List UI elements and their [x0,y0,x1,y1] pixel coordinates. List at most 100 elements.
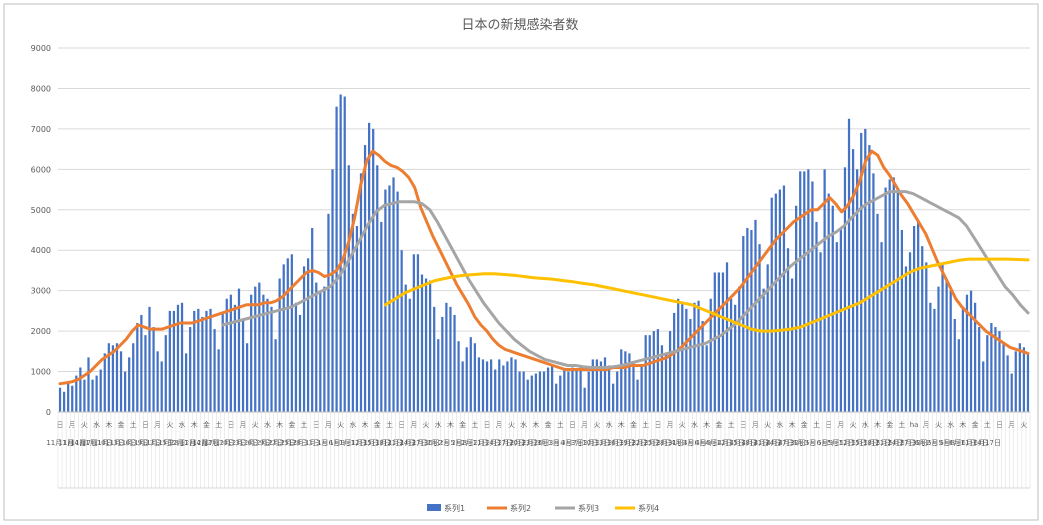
bar [250,294,253,412]
x-weekday-label: 金 [886,420,893,429]
bar [648,335,651,412]
bar [697,300,700,412]
bar [929,302,932,412]
x-weekday-label: 木 [618,420,625,429]
x-weekday-label: 火 [252,421,259,429]
x-weekday-label: 土 [984,420,991,429]
bar [860,132,863,412]
x-weekday-label: 火 [764,421,771,429]
x-weekday-label: 火 [679,421,686,429]
y-tick-label: 1000 [31,368,51,377]
x-weekday-label: 水 [606,420,613,429]
bar [803,171,806,412]
bar [819,252,822,412]
x-date-label: 11月4日 [59,439,86,447]
x-weekday-label: 火 [1020,421,1027,429]
bar [746,227,749,412]
bar [721,272,725,412]
y-tick-label: 3000 [31,287,51,296]
x-date-label: 2月23日 [510,439,537,447]
bar [481,359,485,412]
bar [636,379,639,412]
gridlines [58,47,1030,373]
x-weekday-label: 日 [142,421,149,429]
x-weekday-label: 火 [935,421,942,429]
x-weekday-label: 土 [557,420,564,429]
x-date-label: 12月1日 [168,439,195,447]
x-date-label: 12月7日 [193,439,220,447]
bar [323,286,326,412]
bar [502,365,505,412]
bar [815,221,818,412]
x-weekday-label: 金 [374,420,381,429]
bar [701,321,704,412]
x-weekday-label: 土 [130,420,137,429]
bar [880,242,883,412]
y-tick-label: 4000 [31,246,51,255]
bar [144,335,147,412]
x-date-label: 3月22日 [620,439,647,447]
x-date-label: 4月18日 [730,439,757,447]
bar [359,173,363,412]
x-date-label: 12月16日 [227,439,259,447]
bar [843,167,847,412]
bar [807,169,810,412]
bar [587,371,590,412]
bar [961,306,965,412]
bar [681,302,684,412]
x-date-label: 3月25日 [632,439,659,447]
x-date-label: 1月3日 [305,439,328,447]
x-date-label: 5月27日 [888,439,915,447]
x-date-label: 4月9日 [695,439,718,447]
x-date-label: 12月31日 [288,439,320,447]
bar [437,339,440,412]
bar [107,343,110,412]
x-date-label: 11月7日 [71,439,98,447]
legend-label-3: 系列3 [578,503,599,513]
x-weekday-label: 日 [825,421,832,429]
bar [1006,355,1009,412]
x-date-label: 4月6日 [683,439,706,447]
bar [567,371,570,412]
bar [738,286,741,412]
bar [245,343,249,412]
bar [197,308,200,412]
bar [282,264,285,412]
bar [441,316,444,412]
x-date-label: 11月16日 [105,439,137,447]
x-weekday-label: 水 [776,420,783,429]
bar [433,306,436,412]
x-weekday-label: 土 [386,420,393,429]
bar [368,122,371,413]
bar [725,262,729,412]
x-date-label: 1月15日 [351,439,378,447]
x-date-label: 5月24日 [876,439,903,447]
bar [99,369,102,412]
bar [290,254,293,412]
bar [420,274,424,412]
x-weekday-label: 日 [569,421,576,429]
legend: 系列1 系列2 系列3 系列4 [427,503,659,513]
bar [473,343,476,412]
legend-label-1: 系列1 [444,503,465,513]
bar [404,284,407,412]
bar [717,272,720,412]
x-date-label: 1月9日 [329,439,352,447]
x-date-label: 1月30日 [412,439,439,447]
x-weekday-label: 木 [959,420,966,429]
y-tick-label: 5000 [31,206,51,215]
bar [274,339,277,412]
x-date-label: 5月18日 [852,439,879,447]
bar [831,205,834,412]
bar [957,339,960,412]
x-weekday-label: 月 [752,421,759,429]
series-2-line [58,149,1030,386]
bar [103,353,106,412]
x-date-label: 5月15日 [839,439,866,447]
x-date-label: 12月25日 [264,439,296,447]
x-date-label: 6月5日 [927,439,950,447]
x-date-label: 3月31日 [656,439,683,447]
x-weekday-label: 木 [447,420,454,429]
bar [490,359,493,412]
bar [396,191,399,412]
